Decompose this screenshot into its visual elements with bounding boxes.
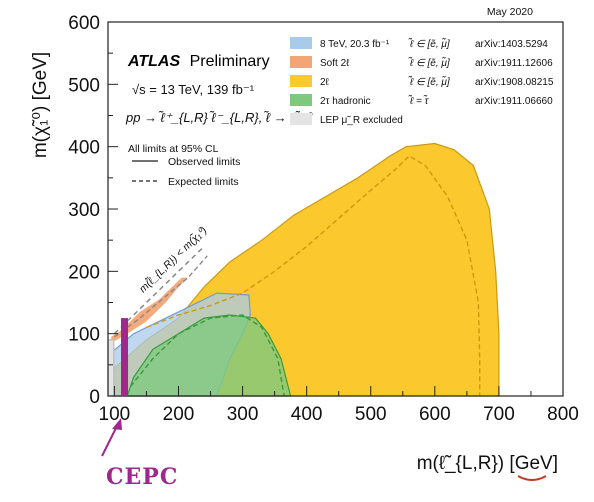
y-tick-label: 300 [68, 200, 100, 221]
x-tick-label: 700 [483, 404, 515, 425]
x-tick-label: 500 [355, 404, 387, 425]
x-tick-label: 200 [163, 404, 195, 425]
legend-flavour: ℓ̃ ∈ [ẽ, μ̃] [408, 37, 450, 50]
red-logo-arc [517, 475, 547, 481]
observed-label: Observed limits [168, 156, 240, 168]
legend-label: 8 TeV, 20.3 fb⁻¹ [320, 39, 390, 50]
y-axis-title: m(χ̃₁⁰) [GeV] [30, 52, 51, 158]
axis-ticks: 100 200 300 400 500 600 700 8000100200300400500… [68, 13, 579, 425]
x-axis-title: m(ℓ̃_{L,R}) [GeV] [417, 453, 558, 474]
2-hadronic-expected-line [129, 314, 285, 397]
plot-frame [107, 21, 564, 397]
lep-r-excluded-exclusion-area [107, 339, 115, 397]
x-tick-label: 800 [547, 404, 579, 425]
legend-label: Soft 2ℓ [320, 58, 350, 69]
legend-label: LEP μ̃_R excluded [320, 115, 403, 126]
lep-r-excluded-legend-swatch [290, 113, 312, 125]
legend-reference: arXiv:1911.06660 [475, 96, 553, 107]
legend-reference: arXiv:1908.08215 [475, 77, 554, 88]
legend-flavour: ℓ̃ ∈ [ẽ, μ̃] [408, 56, 450, 69]
legend-flavour: ℓ̃ = τ̃ [408, 94, 429, 107]
y-tick-label: 500 [68, 75, 100, 96]
y-tick-label: 400 [68, 138, 100, 159]
cepc-arrow-head [112, 418, 123, 430]
soft-2-legend-swatch [290, 56, 312, 68]
kinematic-limit-line [113, 245, 205, 335]
2-hadronic-exclusion-area [126, 314, 292, 397]
legend-reference: arXiv:1911.12606 [475, 58, 553, 69]
8-tev-20-3-fb-legend-swatch [290, 37, 312, 49]
cepc-bar [121, 318, 129, 396]
2-expected-line [146, 155, 481, 396]
2-hadronic-legend-swatch [290, 94, 312, 106]
legend-label: 2τ hadronic [320, 96, 371, 107]
x-tick-label: 300 [227, 404, 259, 425]
energy-lumi: √s = 13 TeV, 139 fb⁻¹ [132, 82, 255, 97]
y-tick-label: 200 [68, 262, 100, 283]
2-legend-swatch [290, 75, 312, 87]
atlas-label: ATLAS Preliminary [127, 53, 270, 70]
limit-lines [113, 155, 481, 397]
soft-2-expected-line [113, 255, 208, 338]
legend-reference: arXiv:1403.5294 [475, 39, 548, 50]
cepc-annotation: CEPC [101, 318, 178, 490]
x-tick-label: 100 [99, 404, 131, 425]
x-tick-label: 600 [419, 404, 451, 425]
y-tick-label: 0 [89, 387, 100, 408]
cepc-label: CEPC [106, 464, 178, 490]
expected-label: Expected limits [168, 176, 239, 188]
x-tick-label: 400 [291, 404, 323, 425]
legend-label: 2ℓ [320, 77, 330, 88]
y-tick-label: 100 [68, 325, 100, 346]
y-tick-label: 600 [68, 13, 100, 34]
cl-note: All limits at 95% CL [128, 143, 219, 155]
corner-note: May 2020 [487, 6, 533, 18]
legend-flavour: ℓ̃ ∈ [ẽ, μ̃] [408, 75, 450, 88]
process-label: pp → ℓ̃⁺_{L,R} ℓ̃⁻_{L,R}, ℓ̃ → ℓχ̃₁⁰ [125, 110, 313, 125]
analysis-legend: 8 TeV, 20.3 fb⁻¹ ℓ̃ ∈ [ẽ, μ̃] arXiv:1403.5… [290, 37, 554, 126]
